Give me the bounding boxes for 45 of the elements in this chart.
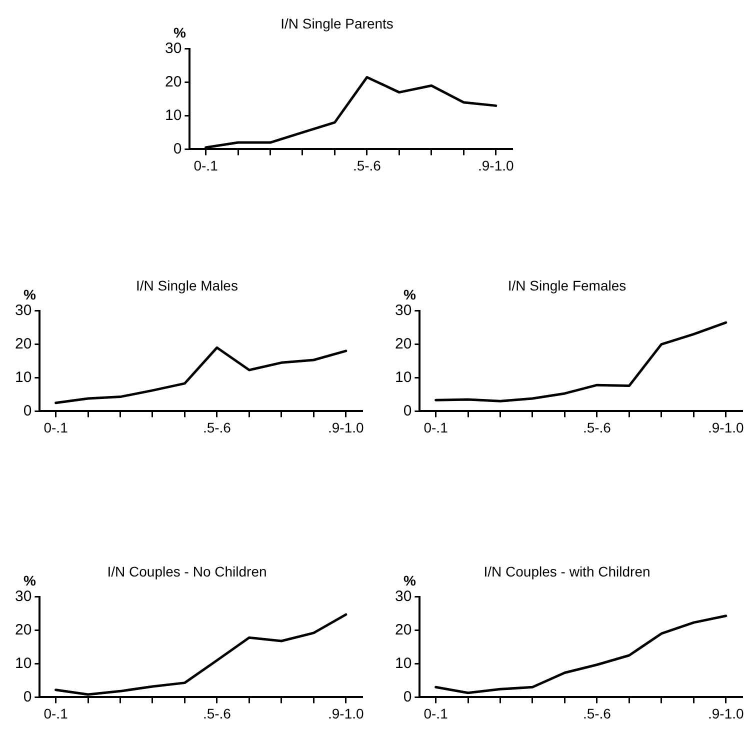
x-tick-label: .9-1.0 xyxy=(328,705,364,722)
y-axis-title: % xyxy=(23,572,36,589)
x-tick-label: .9-1.0 xyxy=(708,705,744,722)
x-tick-label: .9-1.0 xyxy=(328,419,364,436)
y-tick-label: 30 xyxy=(164,40,182,57)
x-tick-label: .9-1.0 xyxy=(708,419,744,436)
y-tick-label: 30 xyxy=(14,302,32,319)
x-tick-label: 0-.1 xyxy=(44,419,68,436)
x-tick-label: 0-.1 xyxy=(424,705,448,722)
x-tick-label: 0-.1 xyxy=(44,705,68,722)
y-tick-label: 0 xyxy=(23,402,32,420)
chart-title: I/N Single Parents xyxy=(280,15,394,32)
y-tick-label: 30 xyxy=(394,302,412,319)
chart-title: I/N Couples - No Children xyxy=(107,563,267,580)
x-tick-label: .9-1.0 xyxy=(478,157,514,174)
y-tick-label: 20 xyxy=(394,335,412,352)
x-tick-label: 0-.1 xyxy=(424,419,448,436)
y-tick-label: 10 xyxy=(164,106,182,124)
y-tick-label: 0 xyxy=(403,402,412,420)
y-tick-label: 20 xyxy=(14,335,32,352)
x-tick-label: .5-.6 xyxy=(202,705,232,722)
chart-title: I/N Couples - with Children xyxy=(484,563,650,580)
y-axis-title: % xyxy=(173,24,186,41)
x-tick-label: .5-.6 xyxy=(582,705,612,722)
y-tick-label: 20 xyxy=(394,621,412,638)
y-tick-label: 0 xyxy=(173,140,182,158)
x-tick-label: .5-.6 xyxy=(582,419,612,436)
y-axis-title: % xyxy=(23,286,36,303)
y-tick-label: 10 xyxy=(14,654,32,672)
y-axis-title: % xyxy=(403,286,416,303)
x-tick-label: .5-.6 xyxy=(352,157,382,174)
x-tick-label: .5-.6 xyxy=(202,419,232,436)
y-tick-label: 30 xyxy=(394,588,412,605)
chart-title: I/N Single Females xyxy=(508,277,626,294)
y-tick-label: 0 xyxy=(403,688,412,706)
y-tick-label: 10 xyxy=(14,368,32,386)
x-tick-label: 0-.1 xyxy=(194,157,218,174)
y-tick-label: 20 xyxy=(14,621,32,638)
y-tick-label: 10 xyxy=(394,368,412,386)
y-axis-title: % xyxy=(403,572,416,589)
y-tick-label: 30 xyxy=(14,588,32,605)
y-tick-label: 10 xyxy=(394,654,412,672)
y-tick-label: 20 xyxy=(164,73,182,90)
y-tick-label: 0 xyxy=(23,688,32,706)
chart-title: I/N Single Males xyxy=(136,277,238,294)
